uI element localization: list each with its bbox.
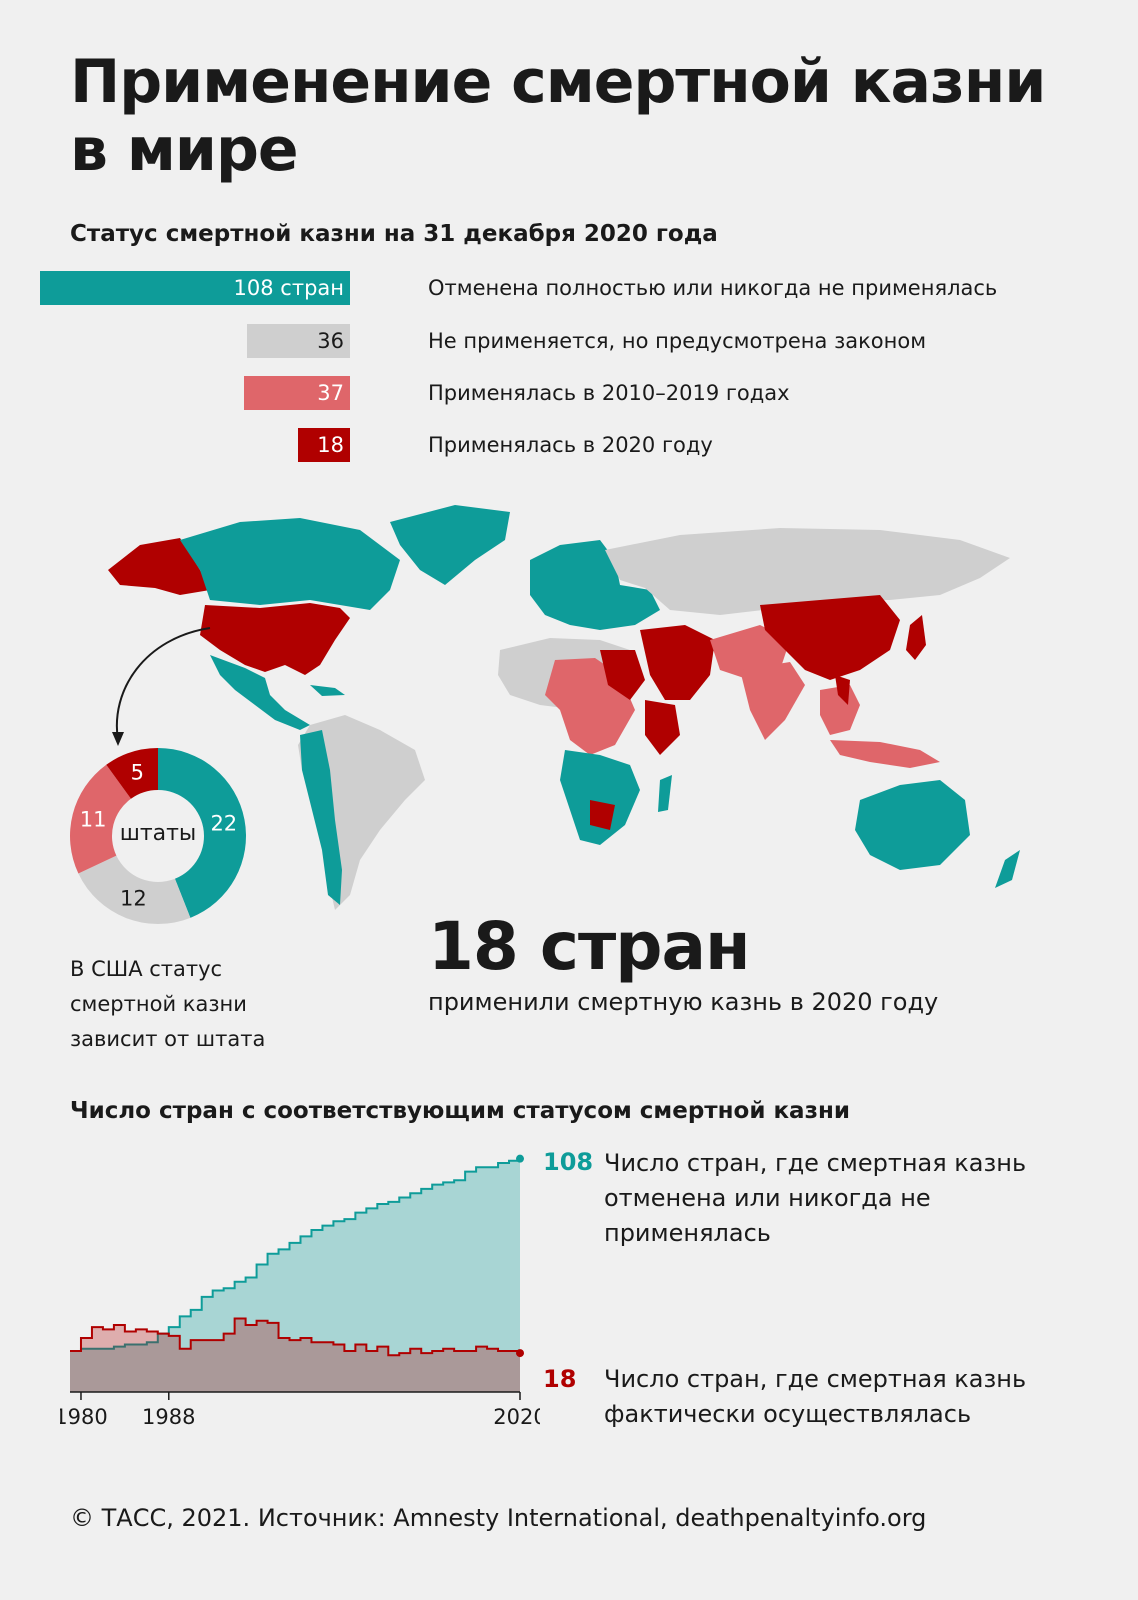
legend-bar: 36 — [247, 324, 350, 358]
executing-label: Число стран, где смертная казнь фактичес… — [604, 1365, 1027, 1428]
page-title: Применение смертной казни в мире — [70, 48, 1050, 184]
map-japan — [906, 615, 926, 660]
map-africa-south — [560, 750, 640, 845]
map-australia — [855, 780, 970, 870]
trend-subtitle: Число стран с соответствующим статусом с… — [70, 1098, 850, 1124]
trend-end-point-1 — [516, 1349, 524, 1358]
map-greenland — [390, 505, 510, 585]
map-egypt — [600, 650, 645, 700]
map-new-zealand — [995, 850, 1020, 888]
map-usa — [200, 603, 350, 675]
legend-label: Не применяется, но предусмотрена законом — [428, 329, 927, 353]
legend-row-not-applied: 36 Не применяется, но предусмотрена зако… — [0, 324, 1100, 358]
trend-chart: 1980 1988 2020 — [60, 1154, 540, 1429]
donut-segment-label: 12 — [120, 886, 147, 910]
big-caption: применили смертную казнь в 2020 году — [428, 988, 939, 1016]
map-canada — [180, 518, 400, 610]
page-title-line2: в мире — [70, 115, 299, 185]
trend-area-0 — [70, 1158, 520, 1392]
executing-end-value: 18 — [543, 1365, 577, 1393]
map-alaska — [108, 538, 210, 595]
legend-bar: 18 — [298, 428, 350, 462]
map-east-africa — [645, 700, 680, 755]
map-europe — [530, 540, 660, 630]
map-china — [760, 595, 900, 680]
legend-row-applied-2020: 18 Применялась в 2020 году — [0, 428, 1100, 462]
map-botswana — [590, 800, 615, 830]
donut-segment — [70, 764, 131, 874]
legend-bar: 37 — [244, 376, 350, 410]
legend-row-applied-2010-2019: 37 Применялась в 2010–2019 годах — [0, 376, 1100, 410]
map-russia — [605, 528, 1010, 615]
donut-segment — [158, 748, 247, 918]
donut-center-label: штаты — [119, 821, 197, 846]
donut-segment-label: 5 — [131, 760, 144, 784]
legend-label: Применялась в 2020 году — [428, 433, 713, 457]
map-south-america-west — [300, 730, 342, 905]
trend-end-point-0 — [516, 1154, 524, 1163]
trend-x-tick-label: 1988 — [142, 1405, 195, 1429]
map-caribbean — [310, 685, 345, 696]
trend-x-tick-label: 1980 — [60, 1405, 108, 1429]
map-indonesia — [830, 740, 940, 768]
footer-source: © ТАСС, 2021. Источник: Amnesty Internat… — [70, 1504, 927, 1532]
legend-bar: 108 стран — [40, 271, 350, 305]
abolished-label: Число стран, где смертная казнь отменена… — [604, 1149, 1027, 1247]
donut-segment-label: 22 — [210, 811, 237, 835]
us-note: В США статус смертной казни зависит от ш… — [70, 957, 266, 1051]
big-count: 18 стран — [428, 908, 751, 985]
map-se-asia — [820, 685, 860, 735]
page-title-line1: Применение смертной казни — [70, 47, 1046, 117]
map-vietnam — [835, 675, 850, 705]
trend-line-1 — [70, 1317, 521, 1357]
trend-x-tick-label: 2020 — [493, 1405, 540, 1429]
world-map — [108, 505, 1020, 910]
donut-segment — [106, 748, 158, 799]
legend-row-abolished: 108 стран Отменена полностью или никогда… — [0, 271, 1100, 305]
status-subtitle: Статус смертной казни на 31 декабря 2020… — [70, 221, 718, 247]
map-india — [740, 662, 805, 740]
trend-area-1 — [70, 1318, 520, 1392]
us-states-donut: 22 12 11 5 — [70, 748, 247, 924]
map-madagascar — [658, 775, 672, 812]
donut-segment — [78, 855, 191, 924]
legend-label: Применялась в 2010–2019 годах — [428, 381, 790, 405]
map-middle-east — [640, 625, 715, 700]
map-mexico — [210, 655, 310, 730]
donut-segment-label: 11 — [80, 807, 107, 831]
legend-label: Отменена полностью или никогда не примен… — [428, 276, 998, 300]
arrow-usa-to-donut — [112, 627, 211, 746]
abolished-end-value: 108 — [543, 1148, 594, 1176]
